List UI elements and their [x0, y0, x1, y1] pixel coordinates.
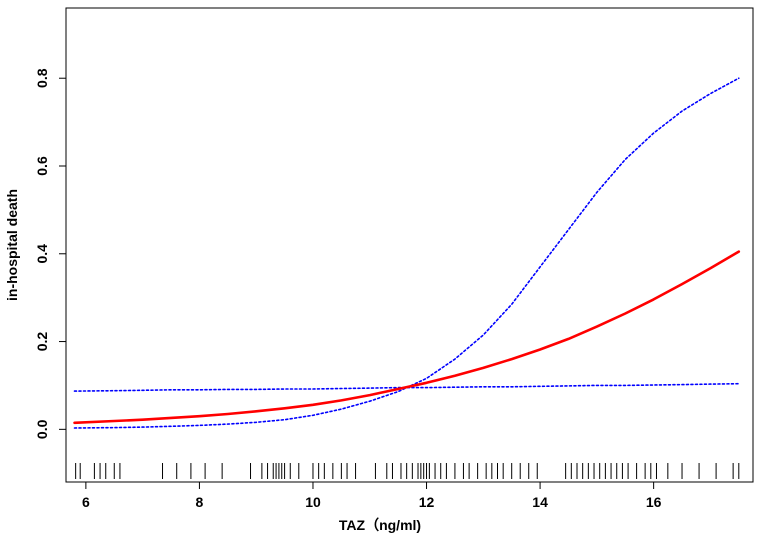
x-tick-label: 16 — [646, 494, 662, 510]
y-axis: 0.0 0.2 0.4 0.6 0.8 — [34, 68, 66, 439]
confidence-band-curve — [73, 77, 740, 429]
y-tick-label: 0.0 — [34, 419, 50, 439]
x-tick-label: 10 — [305, 494, 321, 510]
y-tick-label: 0.2 — [34, 332, 50, 352]
rug-layer — [75, 463, 740, 479]
x-tick-label: 8 — [196, 494, 204, 510]
y-tick-label: 0.4 — [34, 244, 50, 264]
y-tick-label: 0.8 — [34, 68, 50, 88]
fitted-curve — [73, 250, 741, 425]
plot-frame — [65, 7, 754, 483]
y-tick-label: 0.6 — [34, 156, 50, 176]
y-axis-title: in-hospital death — [4, 189, 20, 301]
x-tick-label: 12 — [419, 494, 435, 510]
x-axis-title: TAZ（ng/ml) — [339, 517, 421, 533]
x-tick-label: 14 — [532, 494, 548, 510]
series-layer — [73, 77, 741, 429]
confidence-band-curve — [73, 382, 740, 392]
x-tick-label: 6 — [82, 494, 90, 510]
x-axis: 6 8 10 12 14 16 — [82, 482, 662, 510]
